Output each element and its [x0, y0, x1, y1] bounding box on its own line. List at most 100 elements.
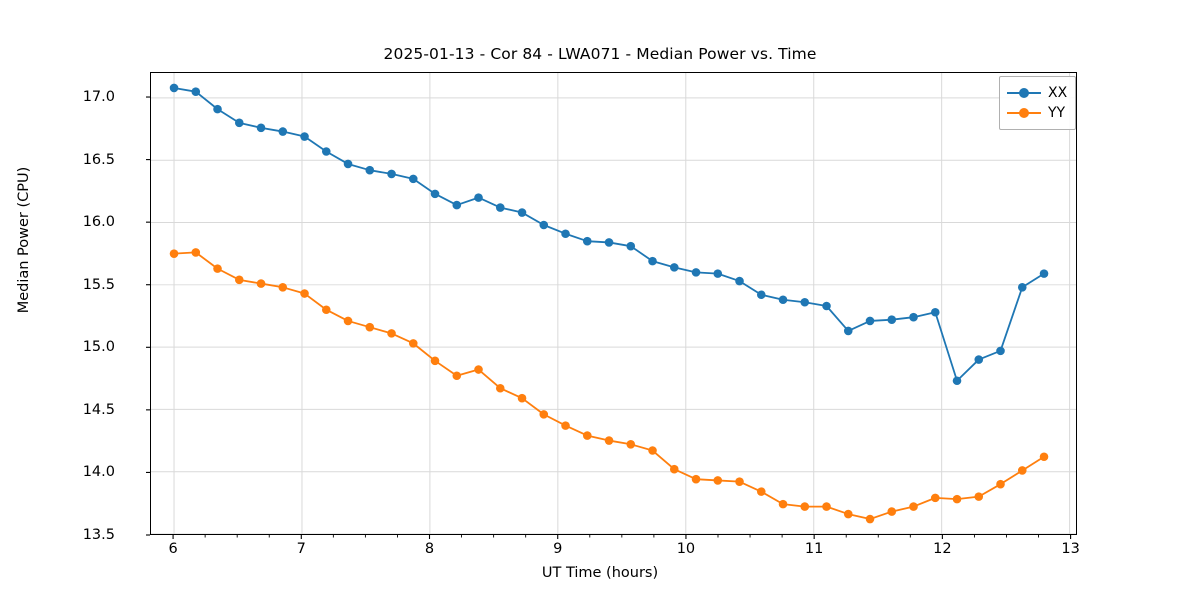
data-point: [430, 356, 440, 366]
data-point: [1039, 452, 1049, 462]
data-point: [300, 132, 309, 141]
data-point: [648, 446, 657, 455]
data-point: [887, 507, 897, 516]
plot-area: [150, 72, 1077, 535]
data-point: [365, 165, 375, 175]
data-point: [604, 238, 614, 247]
y-tick-label: 15.0: [82, 339, 115, 356]
data-point: [735, 477, 744, 486]
data-point: [669, 464, 679, 474]
x-axis-label: UT Time (hours): [541, 565, 659, 581]
y-tick-label: 13.5: [82, 527, 115, 543]
data-point: [169, 83, 179, 93]
data-point: [843, 326, 853, 336]
data-point: [930, 493, 940, 503]
y-tick-label: 15.5: [82, 276, 115, 293]
data-point: [778, 499, 788, 509]
data-point: [234, 275, 244, 285]
data-point: [387, 169, 396, 179]
data-point: [996, 346, 1005, 356]
x-tick-label: 9: [553, 541, 563, 557]
data-point: [452, 371, 462, 381]
data-point: [343, 159, 353, 169]
data-point: [278, 283, 288, 292]
series-yy: [169, 248, 1049, 524]
data-point: [648, 256, 657, 266]
data-point: [669, 263, 679, 272]
x-tick-label: 6: [168, 541, 178, 557]
data-point: [604, 436, 614, 445]
data-point: [778, 295, 788, 305]
y-tick-label: 14.5: [82, 401, 115, 418]
x-tick-label: 10: [676, 541, 696, 557]
y-axis-label: Median Power (CPU): [16, 166, 32, 314]
data-point: [474, 193, 483, 202]
data-point: [865, 514, 875, 524]
data-point: [300, 289, 309, 298]
plot-canvas: [151, 73, 1076, 534]
data-point: [1017, 466, 1027, 475]
data-point: [843, 509, 853, 519]
data-point: [365, 322, 375, 332]
legend-marker-yy-icon: [1007, 106, 1041, 120]
data-point: [996, 479, 1005, 489]
x-tick-label: 12: [933, 541, 952, 557]
data-point: [408, 339, 418, 348]
data-point: [582, 431, 592, 440]
data-point: [256, 279, 266, 288]
data-point: [930, 307, 940, 317]
y-tick-label: 14.0: [82, 464, 115, 481]
chart-title: 2025-01-13 - Cor 84 - LWA071 - Median Po…: [383, 45, 817, 63]
data-point: [1039, 269, 1049, 278]
data-series-layer: [169, 83, 1049, 524]
data-point: [191, 248, 201, 257]
data-point: [691, 268, 701, 277]
data-point: [408, 174, 418, 184]
legend-marker-xx-icon: [1007, 86, 1041, 100]
legend-item-xx[interactable]: XX: [1007, 83, 1067, 103]
data-point: [800, 502, 810, 511]
y-tick-label: 16.5: [82, 151, 115, 168]
data-point: [387, 329, 396, 338]
data-point: [909, 312, 918, 322]
data-point: [343, 316, 353, 326]
data-point: [213, 104, 222, 114]
data-point: [256, 123, 266, 133]
data-point: [495, 383, 505, 393]
x-tick-label: 11: [804, 541, 824, 557]
x-tick-label: 7: [296, 541, 306, 557]
data-point: [800, 297, 810, 307]
data-point: [909, 502, 918, 511]
x-tick-label: 13: [1061, 541, 1080, 557]
data-point: [561, 229, 570, 239]
data-point: [517, 208, 527, 217]
data-point: [952, 376, 962, 386]
data-point: [278, 127, 288, 136]
data-point: [952, 494, 962, 504]
x-tick-label: 8: [424, 541, 435, 557]
data-point: [582, 236, 592, 246]
data-point: [691, 474, 701, 484]
legend-label-xx: XX: [1048, 85, 1068, 101]
data-point: [822, 502, 831, 511]
series-xx: [169, 83, 1049, 386]
legend-item-yy[interactable]: YY: [1007, 103, 1067, 123]
data-point: [234, 118, 244, 128]
data-point: [169, 249, 179, 258]
y-tick-label: 16.0: [82, 214, 115, 231]
data-point: [1017, 283, 1027, 292]
series-line-xx: [173, 87, 1045, 382]
data-point: [561, 421, 570, 430]
data-point: [495, 203, 505, 212]
data-point: [213, 264, 222, 273]
data-point: [887, 315, 897, 324]
data-point: [756, 290, 766, 300]
data-point: [713, 269, 723, 278]
data-point: [539, 220, 549, 230]
data-point: [735, 276, 744, 286]
data-point: [474, 365, 483, 374]
data-point: [974, 492, 984, 501]
data-point: [713, 476, 723, 485]
data-point: [321, 305, 331, 315]
